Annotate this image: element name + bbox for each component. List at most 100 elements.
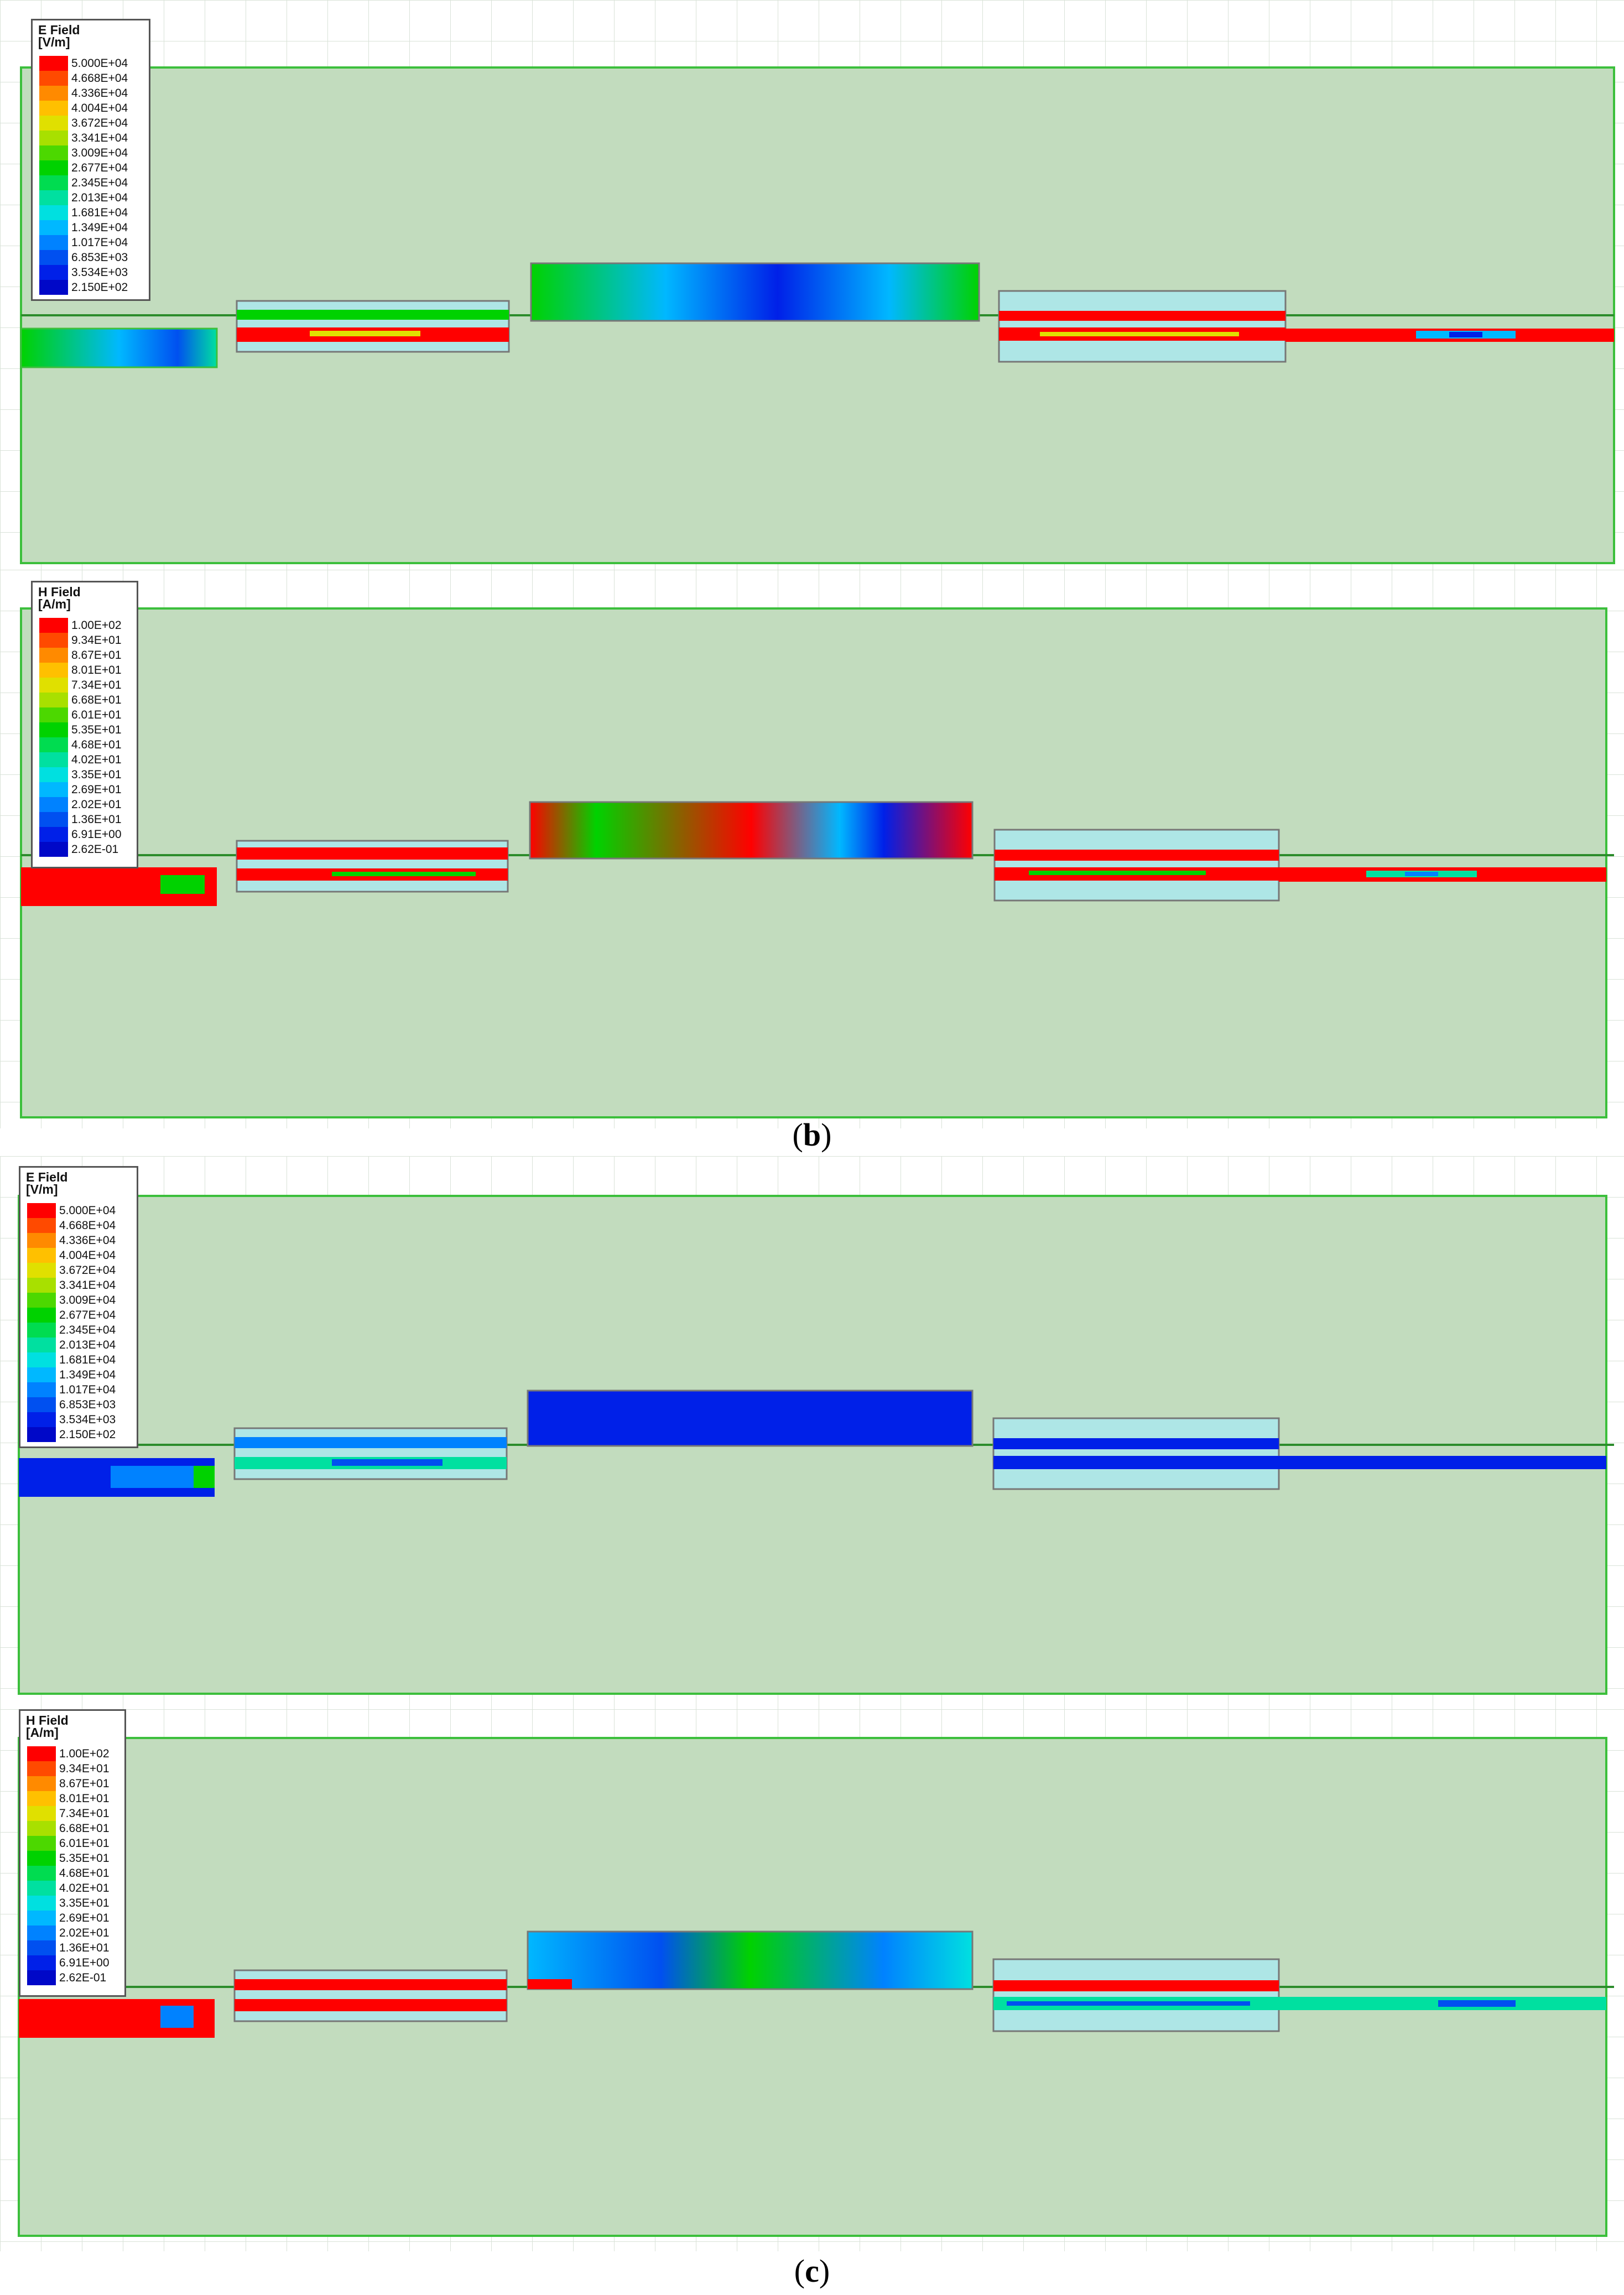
legend-entry: 4.004E+04	[27, 1248, 149, 1263]
legend-swatch	[39, 678, 68, 693]
legend-value: 2.62E-01	[59, 1971, 107, 1984]
panel-b-h-field: H Field [A/m] 1.00E+02 9.34E+01 8.67E+01 8.0…	[0, 570, 1624, 1128]
legend-title: H Field	[26, 1713, 69, 1727]
legend-entry: 6.01E+01	[27, 1836, 149, 1851]
legend-entry: 2.013E+04	[27, 1338, 149, 1352]
legend-swatch	[39, 205, 68, 220]
e-field-legend-b: E Field [V/m] 5.000E+04 4.668E+04 4.336E+04…	[31, 19, 150, 301]
right-output-line	[1279, 1456, 1606, 1469]
legend-swatch	[27, 1263, 56, 1278]
legend-swatch	[27, 1203, 56, 1218]
legend-entry: 2.02E+01	[39, 797, 161, 812]
panel-c-e-field: E Field [V/m] 5.000E+04 4.668E+04 4.336E+04…	[0, 1156, 1624, 1709]
legend-value: 5.35E+01	[59, 1852, 110, 1865]
center-block	[527, 1930, 974, 1990]
legend-swatch	[27, 1338, 56, 1352]
legend-swatch	[27, 1308, 56, 1323]
legend-swatch	[39, 280, 68, 295]
legend-entry: 3.341E+04	[27, 1278, 149, 1293]
legend-entry: 4.68E+01	[27, 1866, 149, 1881]
legend-swatch	[39, 842, 68, 857]
legend-value: 2.150E+02	[59, 1428, 116, 1441]
legend-entry: 2.345E+04	[39, 175, 161, 190]
center-block	[529, 801, 974, 860]
legend-title: H Field	[38, 585, 81, 599]
e-field-plot-c	[0, 1156, 1624, 1709]
legend-value: 1.36E+01	[71, 813, 122, 826]
legend-swatch	[39, 633, 68, 648]
legend-swatch	[27, 1352, 56, 1367]
legend-entry: 1.349E+04	[27, 1367, 149, 1382]
center-block	[527, 1390, 974, 1447]
legend-entry: 6.853E+03	[39, 250, 161, 265]
legend-value: 7.34E+01	[59, 1807, 110, 1820]
legend-entry: 5.35E+01	[27, 1851, 149, 1866]
legend-swatch	[39, 827, 68, 842]
legend-swatch	[27, 1806, 56, 1821]
legend-unit: [A/m]	[38, 597, 71, 611]
h-field-legend-b: H Field [A/m] 1.00E+02 9.34E+01 8.67E+01 8.0…	[31, 581, 138, 868]
legend-entry: 4.668E+04	[27, 1218, 149, 1233]
legend-swatch	[27, 1881, 56, 1896]
legend-entry: 1.017E+04	[39, 235, 161, 250]
legend-entry: 3.534E+03	[39, 265, 161, 280]
legend-entry: 8.01E+01	[27, 1791, 149, 1806]
legend-value: 4.668E+04	[59, 1219, 116, 1232]
legend-entry: 1.681E+04	[39, 205, 161, 220]
legend-entry: 3.35E+01	[27, 1896, 149, 1911]
legend-swatch	[39, 160, 68, 175]
legend-swatch	[39, 265, 68, 280]
legend-entry: 8.67E+01	[39, 648, 161, 663]
legend-swatch	[27, 1955, 56, 1970]
legend-value: 4.004E+04	[71, 102, 128, 115]
legend-swatch	[27, 1925, 56, 1940]
section-2-box	[992, 1417, 1280, 1490]
legend-value: 8.01E+01	[71, 664, 122, 676]
legend-entry: 1.36E+01	[27, 1940, 149, 1955]
legend-value: 5.35E+01	[71, 724, 122, 736]
legend-entry: 5.000E+04	[27, 1203, 149, 1218]
legend-swatch	[27, 1896, 56, 1911]
legend-swatch	[39, 250, 68, 265]
legend-entry: 4.02E+01	[39, 752, 161, 767]
legend-swatch	[39, 797, 68, 812]
legend-title: E Field	[38, 23, 80, 37]
legend-swatch	[39, 812, 68, 827]
legend-value: 6.91E+00	[59, 1956, 110, 1969]
legend-entry: 3.672E+04	[27, 1263, 149, 1278]
legend-entry: 6.01E+01	[39, 707, 161, 722]
legend-swatch	[27, 1776, 56, 1791]
legend-value: 2.013E+04	[59, 1339, 116, 1351]
legend-value: 6.01E+01	[59, 1837, 110, 1850]
section-2-box	[993, 829, 1280, 902]
panel-c-h-field: H Field [A/m] 1.00E+02 9.34E+01 8.67E+01 8.0…	[0, 1709, 1624, 2251]
legend-entry: 1.00E+02	[27, 1746, 149, 1761]
legend-swatch	[39, 618, 68, 633]
h-field-legend-c: H Field [A/m] 1.00E+02 9.34E+01 8.67E+01 8.0…	[19, 1709, 126, 1997]
e-field-legend-c: E Field [V/m] 5.000E+04 4.668E+04 4.336E+04…	[19, 1166, 138, 1448]
legend-value: 4.668E+04	[71, 72, 128, 85]
legend-entry: 7.34E+01	[27, 1806, 149, 1821]
legend-swatch	[27, 1218, 56, 1233]
legend-value: 2.02E+01	[59, 1927, 110, 1939]
legend-value: 4.68E+01	[71, 738, 122, 751]
legend-value: 2.345E+04	[71, 176, 128, 189]
section-2-box	[992, 1958, 1280, 2032]
legend-value: 7.34E+01	[71, 679, 122, 691]
legend-value: 2.677E+04	[59, 1309, 116, 1321]
legend-entry: 2.62E-01	[27, 1970, 149, 1985]
legend-swatch	[39, 737, 68, 752]
legend-swatch	[27, 1323, 56, 1338]
legend-swatch	[39, 767, 68, 782]
legend-swatch	[27, 1278, 56, 1293]
legend-entry: 4.02E+01	[27, 1881, 149, 1896]
legend-value: 3.341E+04	[71, 132, 128, 144]
legend-swatch	[39, 71, 68, 86]
legend-swatch	[27, 1427, 56, 1442]
legend-value: 1.349E+04	[59, 1368, 116, 1381]
legend-value: 2.62E-01	[71, 843, 119, 856]
legend-value: 6.68E+01	[71, 694, 122, 706]
legend-value: 2.69E+01	[59, 1912, 110, 1924]
legend-entry: 3.534E+03	[27, 1412, 149, 1427]
legend-swatch	[27, 1940, 56, 1955]
